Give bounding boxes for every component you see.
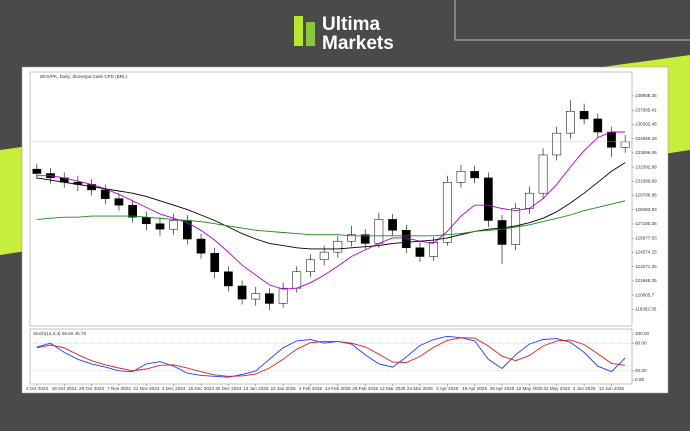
candle-body xyxy=(483,177,493,221)
brand-line2: Markets xyxy=(322,33,394,54)
candle-body xyxy=(442,182,452,243)
candle-body xyxy=(566,111,575,134)
decor-line xyxy=(454,0,690,41)
x-tick-label: 24 Mar 2025 xyxy=(407,386,433,391)
candle-body xyxy=(538,154,548,194)
indicator-line xyxy=(36,200,626,237)
candle-body xyxy=(429,242,438,257)
candle-body xyxy=(620,141,630,148)
y-tick-label: 123271.25 xyxy=(635,264,657,269)
candle-body xyxy=(456,171,466,183)
y-tick-label: 0.00 xyxy=(635,377,644,382)
chart-panel xyxy=(21,66,669,394)
candle-body xyxy=(155,223,165,230)
y-tick-label: 129786.86 xyxy=(635,193,657,198)
candle-body xyxy=(114,198,124,206)
stoch-plot-frame xyxy=(29,328,633,385)
y-tick-label: 121968.25 xyxy=(635,278,657,283)
logo-icon xyxy=(294,16,315,46)
candle-body xyxy=(182,220,192,240)
candle-body xyxy=(251,293,261,300)
chart-title: IBOVPK, Daily: Ibovespa Cash CFD (BRL) xyxy=(40,74,128,79)
y-tick-label: 119362.35 xyxy=(635,307,657,312)
candle-body xyxy=(388,219,397,231)
candle-body xyxy=(306,259,315,273)
y-tick-label: 137605.41 xyxy=(635,107,657,112)
x-tick-label: 7 Nov 2024 xyxy=(107,386,131,391)
candle-body xyxy=(360,234,370,244)
candle-body xyxy=(607,131,616,148)
y-tick-label: 133696.06 xyxy=(635,150,657,155)
y-tick-label: 125877.03 xyxy=(635,235,657,240)
y-tick-label: 136302.46 xyxy=(635,122,657,127)
y-tick-label: 20.00 xyxy=(635,368,647,373)
x-tick-label: 4 Dec 2024 xyxy=(162,386,186,391)
x-tick-label: 22 May 2025 xyxy=(543,386,570,391)
candle-body xyxy=(497,220,507,245)
x-tick-label: 15 Apr 2025 xyxy=(462,386,487,391)
candle-body xyxy=(128,204,137,218)
brand-line1: Ultima xyxy=(322,14,381,35)
indicator-line xyxy=(36,162,626,250)
x-tick-label: 29 Oct 2024 xyxy=(79,386,104,391)
x-tick-label: 12 Mar 2025 xyxy=(380,386,406,391)
y-tick-label: 80.00 xyxy=(635,340,647,345)
candle-body xyxy=(292,271,302,289)
candle-body xyxy=(100,189,110,199)
candle-body xyxy=(470,171,480,179)
x-tick-label: 14 Feb 2025 xyxy=(325,386,351,391)
candle-body xyxy=(347,234,356,242)
y-tick-label: 120665.7 xyxy=(635,292,655,297)
y-tick-label: 100.00 xyxy=(635,331,649,336)
candle-body xyxy=(265,293,274,304)
y-tick-label: 127180.35 xyxy=(635,221,657,226)
candle-body xyxy=(552,132,562,156)
x-tick-label: 21 Nov 2024 xyxy=(133,386,159,391)
candle-body xyxy=(333,240,343,253)
candle-body xyxy=(374,219,384,244)
candle-body xyxy=(32,168,42,174)
y-tick-label: 128483.83 xyxy=(635,207,657,212)
stoch-title: Stoch(14,3,3) 55.60 45.75 xyxy=(33,331,87,336)
candle-body xyxy=(278,287,288,304)
candle-body xyxy=(210,252,220,273)
x-tick-label: 4 Feb 2025 xyxy=(299,386,323,391)
y-tick-label: 124574.15 xyxy=(635,250,657,255)
y-tick-label: 138908.35 xyxy=(635,93,657,98)
indicator-line xyxy=(36,131,626,290)
x-tick-label: 16 Oct 2024 xyxy=(52,386,77,391)
candle-body xyxy=(224,271,233,287)
x-tick-label: 29 Apr 2025 xyxy=(490,386,515,391)
candle-body xyxy=(593,118,603,133)
x-tick-label: 16 Dec 2024 xyxy=(188,386,214,391)
candle-body xyxy=(415,247,425,257)
x-tick-label: 12 May 2025 xyxy=(516,386,543,391)
y-tick-label: 134999.29 xyxy=(635,136,657,141)
candle-body xyxy=(196,238,206,254)
candle-body xyxy=(141,216,151,224)
x-tick-label: 13 Jan 2025 xyxy=(243,386,269,391)
candle-body xyxy=(237,285,247,300)
candle-body xyxy=(579,111,589,120)
x-tick-label: 13 Jun 2025 xyxy=(599,386,625,391)
x-tick-label: 23 Jan 2025 xyxy=(270,386,296,391)
candle-body xyxy=(169,220,179,230)
x-tick-label: 3 Jun 2025 xyxy=(573,386,596,391)
indicator-line xyxy=(36,337,626,377)
candle-body xyxy=(319,251,329,261)
y-tick-label: 131089.99 xyxy=(635,178,657,183)
x-tick-label: 4 Oct 2024 xyxy=(26,386,49,391)
y-tick-label: 132392.98 xyxy=(635,164,657,169)
x-tick-label: 26 Feb 2025 xyxy=(352,386,378,391)
x-tick-label: 3 Apr 2025 xyxy=(436,386,459,391)
x-tick-label: 30 Dec 2024 xyxy=(215,386,241,391)
main-plot-frame xyxy=(29,71,633,327)
